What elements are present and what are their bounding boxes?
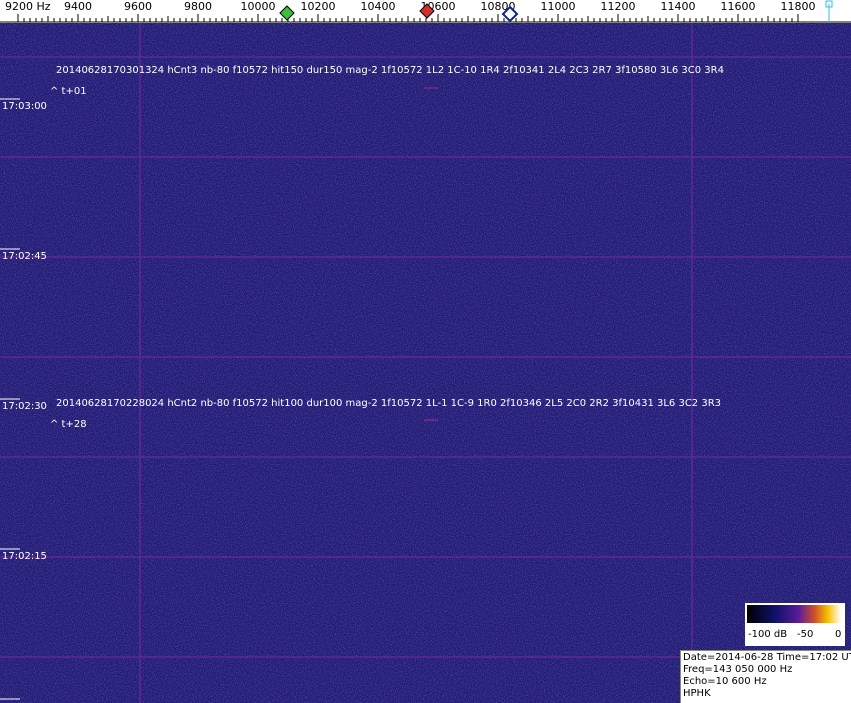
- time-label: 17:02:30: [2, 401, 47, 412]
- tick-label: 9600: [124, 0, 152, 13]
- tick-label: 10400: [361, 0, 396, 13]
- colorbar-label: 0: [835, 629, 842, 640]
- tick-label: 11000: [541, 0, 576, 13]
- tick-label: 9400: [64, 0, 92, 13]
- time-label: 17:02:15: [2, 551, 47, 562]
- event-text: 20140628170228024 hCnt2 nb-80 f10572 hit…: [56, 398, 721, 409]
- colorbar: -100 dB -50 0: [745, 603, 845, 646]
- time-markers: [0, 98, 20, 700]
- info-box: Date=2014-06-28 Time=17:02 UTC Freq=143 …: [680, 650, 851, 703]
- colorbar-label: -100 dB: [748, 629, 788, 640]
- colorbar-gradient: [747, 605, 841, 623]
- colorbar-label: -50: [797, 629, 814, 640]
- time-label: 17:03:00: [2, 101, 47, 112]
- noise: [0, 23, 851, 703]
- time-label: 17:02:45: [2, 251, 47, 262]
- tick-label: 11200: [601, 0, 636, 13]
- tick-label: 11800: [781, 0, 816, 13]
- event-offset: ^ t+01: [50, 86, 87, 97]
- event-text: 20140628170301324 hCnt3 nb-80 f10572 hit…: [56, 65, 724, 76]
- info-line: HPHK: [683, 688, 711, 699]
- marker-cyan-box: [825, 0, 833, 8]
- event-offset: ^ t+28: [50, 419, 87, 430]
- tick-group: 9200 Hz 9400 9600 9800 10000 10200 10400 10600 1…: [5, 0, 816, 22]
- tick-label: 11400: [661, 0, 696, 13]
- tick-label: 9800: [184, 0, 212, 13]
- info-line: Echo=10 600 Hz: [683, 676, 767, 687]
- info-line: Freq=143 050 000 Hz: [683, 664, 793, 675]
- tick-label: 11600: [721, 0, 756, 13]
- tick-label: 10200: [301, 0, 336, 13]
- marker-green: [279, 5, 295, 21]
- tick-label: 10000: [241, 0, 276, 13]
- marker-blue: [501, 5, 519, 23]
- tick-label: 9200 Hz: [5, 0, 51, 13]
- marker-red: [419, 3, 435, 19]
- info-line: Date=2014-06-28 Time=17:02 UTC: [683, 652, 851, 663]
